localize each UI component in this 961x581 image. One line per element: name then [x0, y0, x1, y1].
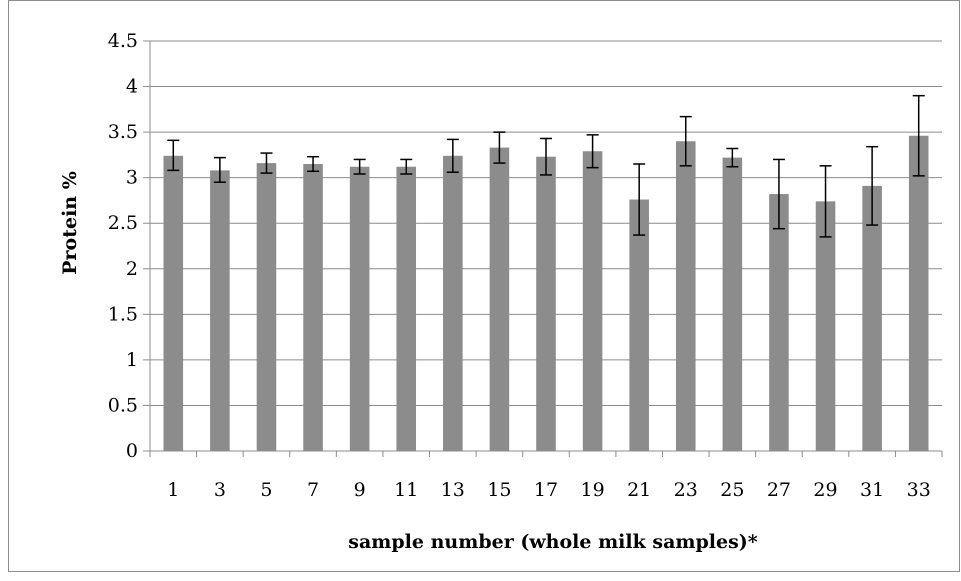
bars: [163, 135, 929, 452]
y-axis-title: Protein %: [59, 171, 81, 275]
bar: [303, 164, 323, 451]
x-tick-label: 33: [907, 479, 931, 501]
x-tick-label: 29: [813, 479, 837, 501]
bar: [629, 199, 649, 451]
x-tick-label: 19: [580, 479, 604, 501]
y-tick-label: 3.5: [108, 121, 138, 143]
bar: [675, 141, 696, 451]
x-tick-label: 3: [214, 479, 226, 501]
y-tick-label: 4.5: [108, 30, 138, 52]
tick-labels: 00.511.522.533.544.51 3 5 7 9 11 13 15 17 19 21 23 2…: [108, 30, 931, 501]
y-tick-label: 1.5: [108, 303, 138, 325]
x-tick-label: 21: [627, 479, 651, 501]
y-tick-label: 0: [126, 440, 138, 462]
x-tick-label: 11: [394, 479, 418, 501]
axes: [143, 40, 943, 457]
x-tick-label: 17: [534, 479, 558, 501]
x-tick-label: 1: [167, 479, 179, 501]
bar: [163, 155, 184, 452]
x-tick-label: 25: [720, 479, 744, 501]
bar: [210, 170, 230, 451]
x-tick-label: 5: [260, 479, 272, 501]
x-tick-label: 31: [860, 479, 884, 501]
y-tick-label: 2: [126, 258, 138, 280]
x-tick-label: 27: [767, 479, 791, 501]
x-tick-label: 7: [307, 479, 319, 501]
x-tick-label: 9: [354, 479, 366, 501]
x-tick-label: 13: [441, 479, 465, 501]
y-tick-label: 3: [126, 167, 138, 189]
y-tick-label: 4: [126, 76, 138, 98]
y-tick-label: 2.5: [108, 212, 138, 234]
bar: [536, 156, 556, 451]
error-bars: [167, 94, 925, 238]
protein-bar-chart: 00.511.522.533.544.51 3 5 7 9 11 13 15 17 19 21 23 2…: [59, 30, 943, 553]
bar: [908, 135, 929, 451]
x-axis-title: sample number (whole milk samples)*: [348, 531, 758, 553]
x-tick-label: 23: [674, 479, 698, 501]
bar: [256, 163, 277, 452]
x-tick-label: 15: [487, 479, 511, 501]
y-tick-label: 0.5: [108, 394, 138, 416]
bar: [396, 166, 417, 451]
bar: [722, 157, 743, 451]
bar: [815, 201, 836, 451]
y-tick-label: 1: [126, 349, 138, 371]
bar: [349, 166, 370, 451]
bar: [582, 151, 603, 451]
bar: [769, 194, 789, 452]
chart-frame: 0 0.5 1 1.5 2 2.5 3 3.5 4 4.5 1 3 5 7 9 11 13 15 17 19 21 23 2…: [8, 0, 960, 572]
bar: [489, 147, 510, 451]
bar: [443, 155, 463, 452]
bar: [862, 185, 882, 451]
